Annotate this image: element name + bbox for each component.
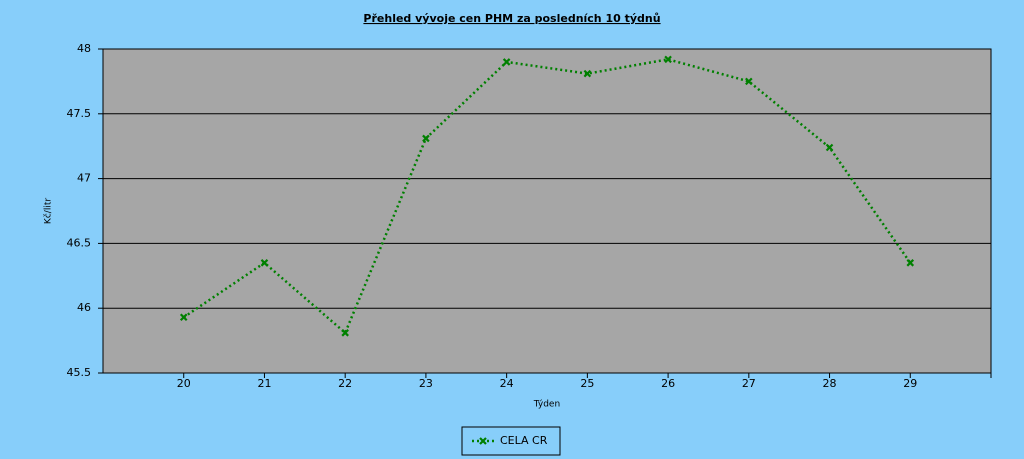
x-tick-label: 20 (177, 377, 191, 390)
marker-stroke (341, 329, 349, 337)
x-axis-label: Týden (533, 400, 560, 410)
line (183, 58, 912, 335)
y-axis-label: Kč/litr (43, 198, 54, 224)
x-tick-label: 22 (338, 377, 352, 390)
x-tick-label: 26 (661, 377, 675, 390)
point (906, 259, 915, 267)
point (341, 329, 349, 337)
plot-area (102, 48, 992, 374)
point (260, 259, 269, 267)
marker-stroke (745, 77, 753, 86)
point (825, 143, 834, 152)
y-tick-label: 47.5 (67, 107, 92, 120)
y-tick-label: 45.5 (67, 366, 92, 379)
x-tick-label: 21 (257, 377, 271, 390)
marker-stroke (906, 259, 915, 267)
legend-marker (479, 437, 487, 445)
point (422, 134, 430, 143)
marker-stroke (502, 58, 511, 66)
y-tick-label: 46.5 (67, 236, 92, 249)
point (583, 69, 592, 78)
marker-stroke (179, 313, 188, 322)
x-tick-label: 25 (580, 377, 594, 390)
marker-stroke (664, 55, 672, 64)
point (502, 58, 511, 66)
point (745, 77, 753, 86)
point (664, 55, 672, 64)
marker-stroke (825, 143, 834, 152)
x-tick-label: 29 (903, 377, 917, 390)
x-tick-label: 24 (500, 377, 514, 390)
x-tick-label: 27 (742, 377, 756, 390)
point (179, 313, 188, 322)
marker-stroke (260, 259, 269, 267)
y-tick-label: 47 (77, 172, 91, 185)
y-tick-label: 46 (77, 301, 91, 314)
legend-box (461, 426, 561, 456)
marker-stroke (422, 134, 430, 143)
x-tick-label: 28 (823, 377, 837, 390)
y-tick-label: 48 (77, 42, 91, 55)
marker-stroke (479, 437, 487, 445)
marker-stroke (583, 69, 592, 78)
x-tick-label: 23 (419, 377, 433, 390)
chart-title: Přehled vývoje cen PHM za posledních 10 … (363, 12, 660, 25)
legend-label: CELA CR (500, 434, 548, 447)
